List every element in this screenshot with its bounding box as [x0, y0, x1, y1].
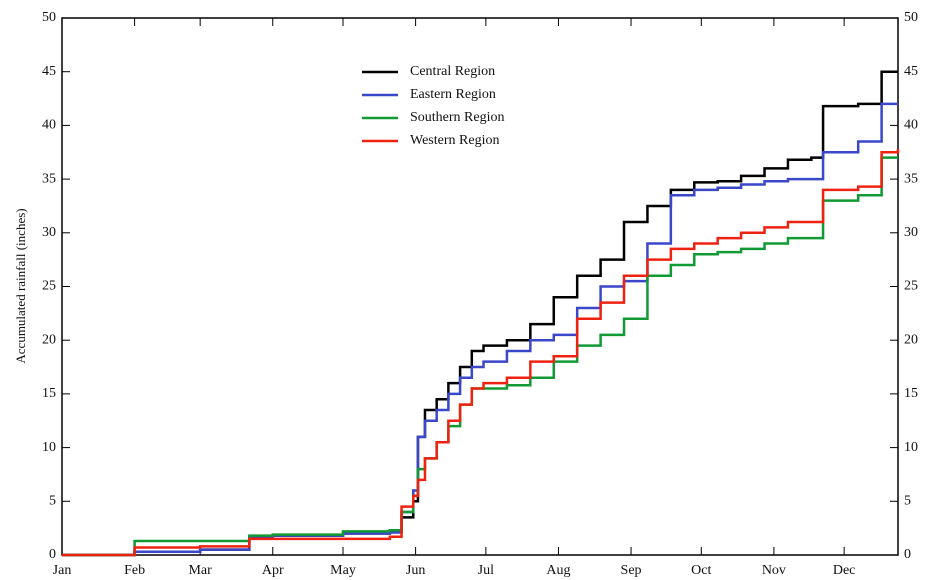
x-tick-label: May [330, 563, 356, 578]
y-tick-label: 30 [42, 225, 56, 240]
x-tick-label: Aug [546, 563, 570, 578]
y-tick-label: 25 [42, 279, 56, 294]
y2-tick-label: 50 [904, 10, 918, 25]
legend-label: Eastern Region [410, 87, 496, 102]
legend-label: Southern Region [410, 110, 505, 125]
x-tick-label: Feb [124, 563, 145, 578]
legend-label: Western Region [410, 133, 499, 148]
y-tick-label: 5 [49, 494, 56, 509]
y2-tick-label: 0 [904, 547, 911, 562]
y-tick-label: 40 [42, 118, 56, 133]
y2-tick-label: 45 [904, 64, 918, 79]
x-tick-label: Mar [188, 563, 212, 578]
y-axis-label: Accumulated rainfall (inches) [13, 208, 28, 363]
x-tick-label: Jun [406, 563, 425, 578]
y-tick-label: 45 [42, 64, 56, 79]
series-line [62, 149, 900, 557]
x-tick-label: Jul [478, 563, 494, 578]
x-tick-label: Nov [762, 563, 786, 578]
y-tick-label: 50 [42, 10, 56, 25]
series-line [62, 102, 898, 557]
x-tick-label: Dec [833, 563, 856, 578]
y2-tick-label: 25 [904, 279, 918, 294]
y2-tick-label: 20 [904, 332, 918, 347]
y-tick-label: 35 [42, 171, 56, 186]
series-line [62, 156, 898, 557]
y2-tick-label: 5 [904, 494, 911, 509]
legend-label: Central Region [410, 64, 495, 79]
y2-tick-label: 35 [904, 171, 918, 186]
y-tick-label: 15 [42, 386, 56, 401]
y2-tick-label: 10 [904, 440, 918, 455]
y2-tick-label: 15 [904, 386, 918, 401]
y-tick-label: 20 [42, 332, 56, 347]
x-tick-label: Sep [621, 563, 642, 578]
y-tick-label: 10 [42, 440, 56, 455]
y2-tick-label: 30 [904, 225, 918, 240]
x-tick-label: Oct [691, 563, 711, 578]
y-tick-label: 0 [49, 547, 56, 562]
x-tick-label: Apr [262, 563, 284, 578]
x-tick-label: Jan [53, 563, 72, 578]
y2-tick-label: 40 [904, 118, 918, 133]
